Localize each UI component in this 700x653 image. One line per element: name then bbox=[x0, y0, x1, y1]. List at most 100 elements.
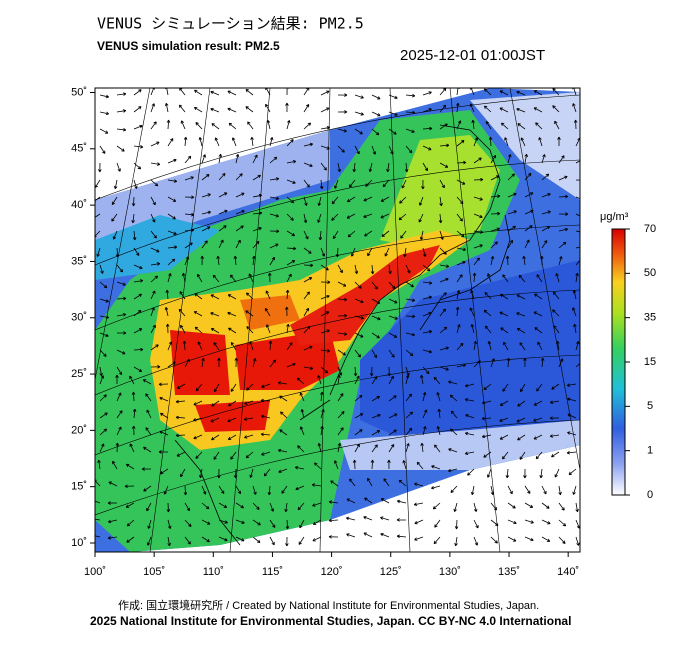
wind-arrow bbox=[320, 329, 330, 334]
wind-arrow bbox=[210, 294, 220, 300]
x-tick-label: 135˚ bbox=[498, 566, 520, 578]
wind-arrow bbox=[354, 315, 364, 320]
wind-arrow bbox=[465, 414, 475, 419]
wind-arrow bbox=[522, 255, 526, 266]
wind-arrow bbox=[178, 104, 186, 113]
wind-arrow bbox=[133, 347, 144, 352]
graticule bbox=[95, 88, 580, 552]
wind-arrow bbox=[167, 273, 172, 283]
wind-arrow bbox=[456, 120, 462, 130]
wind-arrow bbox=[150, 365, 161, 369]
wind-arrow bbox=[436, 426, 441, 436]
wind-arrow bbox=[320, 311, 330, 317]
wind-arrow bbox=[400, 230, 407, 239]
wind-arrow bbox=[303, 307, 309, 317]
wind-arrow bbox=[524, 153, 528, 164]
wind-arrow bbox=[116, 313, 127, 317]
wind-arrow bbox=[387, 459, 391, 470]
wind-arrow bbox=[133, 366, 143, 372]
wind-arrow bbox=[312, 536, 322, 542]
wind-arrow bbox=[367, 477, 373, 487]
wind-arrow bbox=[363, 196, 373, 202]
wind-arrow bbox=[388, 375, 394, 385]
wind-arrow bbox=[167, 179, 178, 183]
wind-arrow bbox=[116, 281, 126, 286]
wind-arrow bbox=[540, 357, 545, 368]
wind-arrow bbox=[178, 308, 186, 317]
wind-arrow bbox=[158, 382, 169, 387]
wind-arrow bbox=[516, 294, 526, 300]
wind-arrow bbox=[116, 127, 127, 132]
wind-arrow bbox=[330, 480, 339, 487]
wind-arrow bbox=[248, 273, 254, 283]
wind-arrow bbox=[95, 535, 101, 538]
wind-arrow bbox=[541, 192, 551, 198]
wind-arrow bbox=[371, 111, 381, 117]
wind-arrow bbox=[503, 341, 509, 351]
wind-arrow bbox=[167, 341, 173, 351]
wind-arrow bbox=[422, 281, 433, 285]
wind-arrow bbox=[346, 533, 356, 538]
wind-arrow bbox=[233, 468, 238, 479]
wind-arrow bbox=[279, 429, 288, 436]
wind-arrow bbox=[286, 139, 294, 147]
wind-arrow bbox=[422, 145, 432, 151]
wind-arrow bbox=[228, 400, 237, 407]
wind-arrow bbox=[490, 502, 498, 511]
wind-arrow bbox=[416, 461, 424, 470]
wind-arrow bbox=[381, 230, 390, 237]
wind-arrow bbox=[337, 297, 348, 302]
wind-arrow bbox=[363, 213, 373, 218]
wind-arrow bbox=[252, 255, 256, 266]
wind-arrow bbox=[150, 344, 159, 351]
wind-arrow bbox=[517, 123, 526, 130]
x-tick-label: 130˚ bbox=[439, 566, 461, 578]
wind-arrow bbox=[167, 536, 171, 547]
wind-arrow bbox=[231, 137, 237, 147]
wind-arrow bbox=[299, 392, 305, 402]
wind-arrow bbox=[285, 519, 290, 530]
wind-arrow bbox=[439, 277, 449, 283]
wind-arrow bbox=[303, 162, 313, 168]
wind-arrow bbox=[286, 342, 293, 351]
wind-arrow bbox=[99, 264, 104, 274]
wind-arrow bbox=[557, 136, 561, 147]
wind-arrow bbox=[131, 196, 136, 207]
wind-arrow bbox=[167, 519, 172, 529]
wind-arrow bbox=[354, 349, 361, 358]
wind-arrow bbox=[317, 213, 322, 223]
wind-arrow bbox=[405, 349, 414, 357]
wind-arrow bbox=[469, 307, 475, 317]
wind-arrow bbox=[539, 468, 543, 479]
colorbar bbox=[611, 228, 626, 496]
wind-arrow bbox=[422, 391, 427, 402]
wind-arrow bbox=[303, 104, 310, 113]
wind-arrow bbox=[371, 315, 381, 321]
wind-arrow bbox=[312, 502, 322, 507]
wind-arrow bbox=[115, 374, 119, 385]
wind-arrow bbox=[456, 102, 460, 113]
wind-arrow bbox=[150, 324, 156, 334]
wind-arrow bbox=[116, 92, 127, 96]
wind-arrow bbox=[524, 519, 534, 524]
wind-arrow bbox=[95, 518, 101, 521]
wind-arrow bbox=[260, 398, 271, 403]
wind-arrow bbox=[490, 227, 500, 232]
wind-arrow bbox=[269, 229, 280, 234]
colorbar-tick-label: 1 bbox=[647, 445, 653, 457]
wind-arrow bbox=[252, 240, 260, 249]
wind-arrow bbox=[129, 443, 135, 453]
wind-arrow bbox=[261, 451, 271, 456]
wind-arrow bbox=[502, 451, 509, 460]
wind-arrow bbox=[317, 375, 322, 385]
wind-arrow bbox=[303, 345, 313, 351]
wind-arrow bbox=[533, 400, 543, 406]
wind-arrow bbox=[279, 395, 288, 402]
colorbar-tick-label: 5 bbox=[647, 400, 653, 412]
wind-arrow bbox=[414, 519, 424, 525]
wind-arrow bbox=[99, 366, 103, 377]
credit: 作成: 国立環境研究所 / Created by National Instit… bbox=[118, 598, 539, 612]
wind-arrow bbox=[396, 499, 407, 504]
wind-arrow bbox=[454, 536, 458, 547]
wind-arrow bbox=[337, 264, 343, 274]
